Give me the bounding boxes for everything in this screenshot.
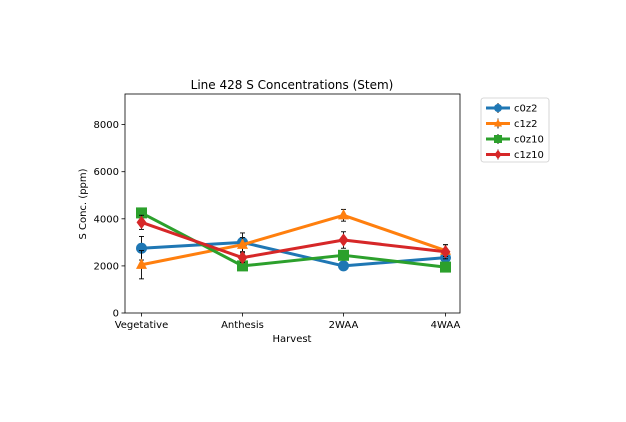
y-tick-label: 2000 [94,261,119,272]
y-tick-label: 8000 [94,120,119,131]
data-point [338,249,349,261]
y-tick-label: 4000 [94,214,119,225]
y-tick-label: 0 [113,309,119,320]
x-tick-label: Anthesis [221,320,264,331]
legend-item-c1z10: c1z10 [486,149,544,161]
data-point [136,215,147,229]
data-point [136,258,147,269]
x-tick-label: Vegetative [115,320,169,331]
y-axis-label: S Conc. (ppm) [78,168,89,239]
x-tick-label: 4WAA [431,320,461,331]
data-point [440,245,451,259]
x-axis: Vegetative Anthesis 2WAA 4WAA [115,313,461,331]
data-point [237,260,248,272]
legend-marker [494,118,502,127]
series-c0z10 [136,207,451,273]
legend-item-c0z2: c0z2 [486,103,537,115]
plot-frame [124,93,461,314]
legend-label: c1z2 [514,119,537,130]
legend-label: c0z10 [514,135,544,146]
y-axis: 0 2000 4000 6000 8000 [94,120,125,320]
chart-title: Line 428 S Concentrations (Stem) [191,78,394,92]
series-c1z10 [136,214,451,265]
series-line [141,220,446,260]
data-point [440,261,451,273]
data-point [338,233,349,247]
series-c1z2 [136,208,451,280]
series-line [141,213,446,267]
legend: c0z2 c1z2 c0z10 c1z10 [480,97,550,163]
legend-marker [494,149,502,160]
x-tick-label: 2WAA [329,320,359,331]
legend-label: c0z2 [514,104,537,115]
x-axis-label: Harvest [273,334,312,345]
legend-label: c1z10 [514,150,544,161]
data-point [237,251,248,265]
legend-marker [494,104,502,112]
data-point [136,207,147,219]
y-tick-label: 6000 [94,167,119,178]
data-point [338,208,349,220]
data-point [136,242,147,254]
data-point [338,260,349,272]
data-point [237,238,248,249]
series-line [140,211,446,269]
plot-area [136,207,451,280]
legend-item-c0z10: c0z10 [486,134,544,146]
legend-box [480,97,550,163]
series-c0z2 [136,232,451,272]
legend-item-c1z2: c1z2 [486,118,537,130]
legend-marker [494,135,502,143]
